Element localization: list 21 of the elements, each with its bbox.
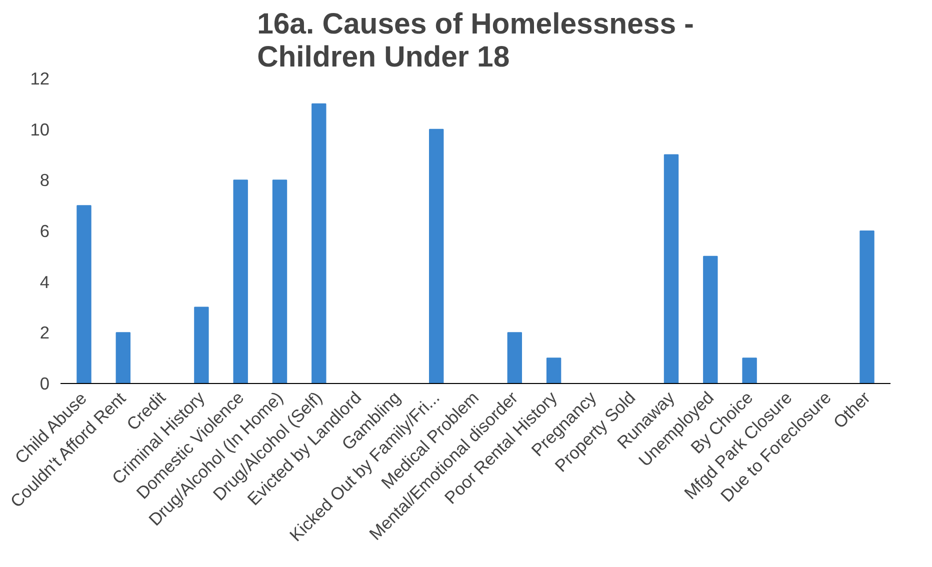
bar (429, 128, 444, 384)
bar (664, 154, 679, 384)
bar (546, 358, 562, 384)
bar (507, 332, 522, 384)
bar (76, 205, 92, 384)
bar (194, 306, 209, 384)
bar (272, 180, 288, 384)
y-tick-label: 12 (30, 68, 50, 88)
y-tick-label: 6 (40, 221, 50, 241)
y-tick-label: 2 (40, 322, 50, 343)
chart-title: 16a. Causes of Homelessness - Children Under 18 (257, 8, 694, 74)
bar (312, 103, 326, 384)
y-tick-label: 4 (40, 272, 50, 292)
bar (742, 358, 757, 384)
y-tick-label: 0 (40, 374, 50, 394)
bar (233, 180, 248, 384)
bar (703, 256, 718, 384)
y-tick-label: 8 (40, 170, 50, 190)
bar (860, 230, 874, 384)
bar (116, 332, 130, 384)
y-tick-label: 10 (30, 119, 50, 140)
